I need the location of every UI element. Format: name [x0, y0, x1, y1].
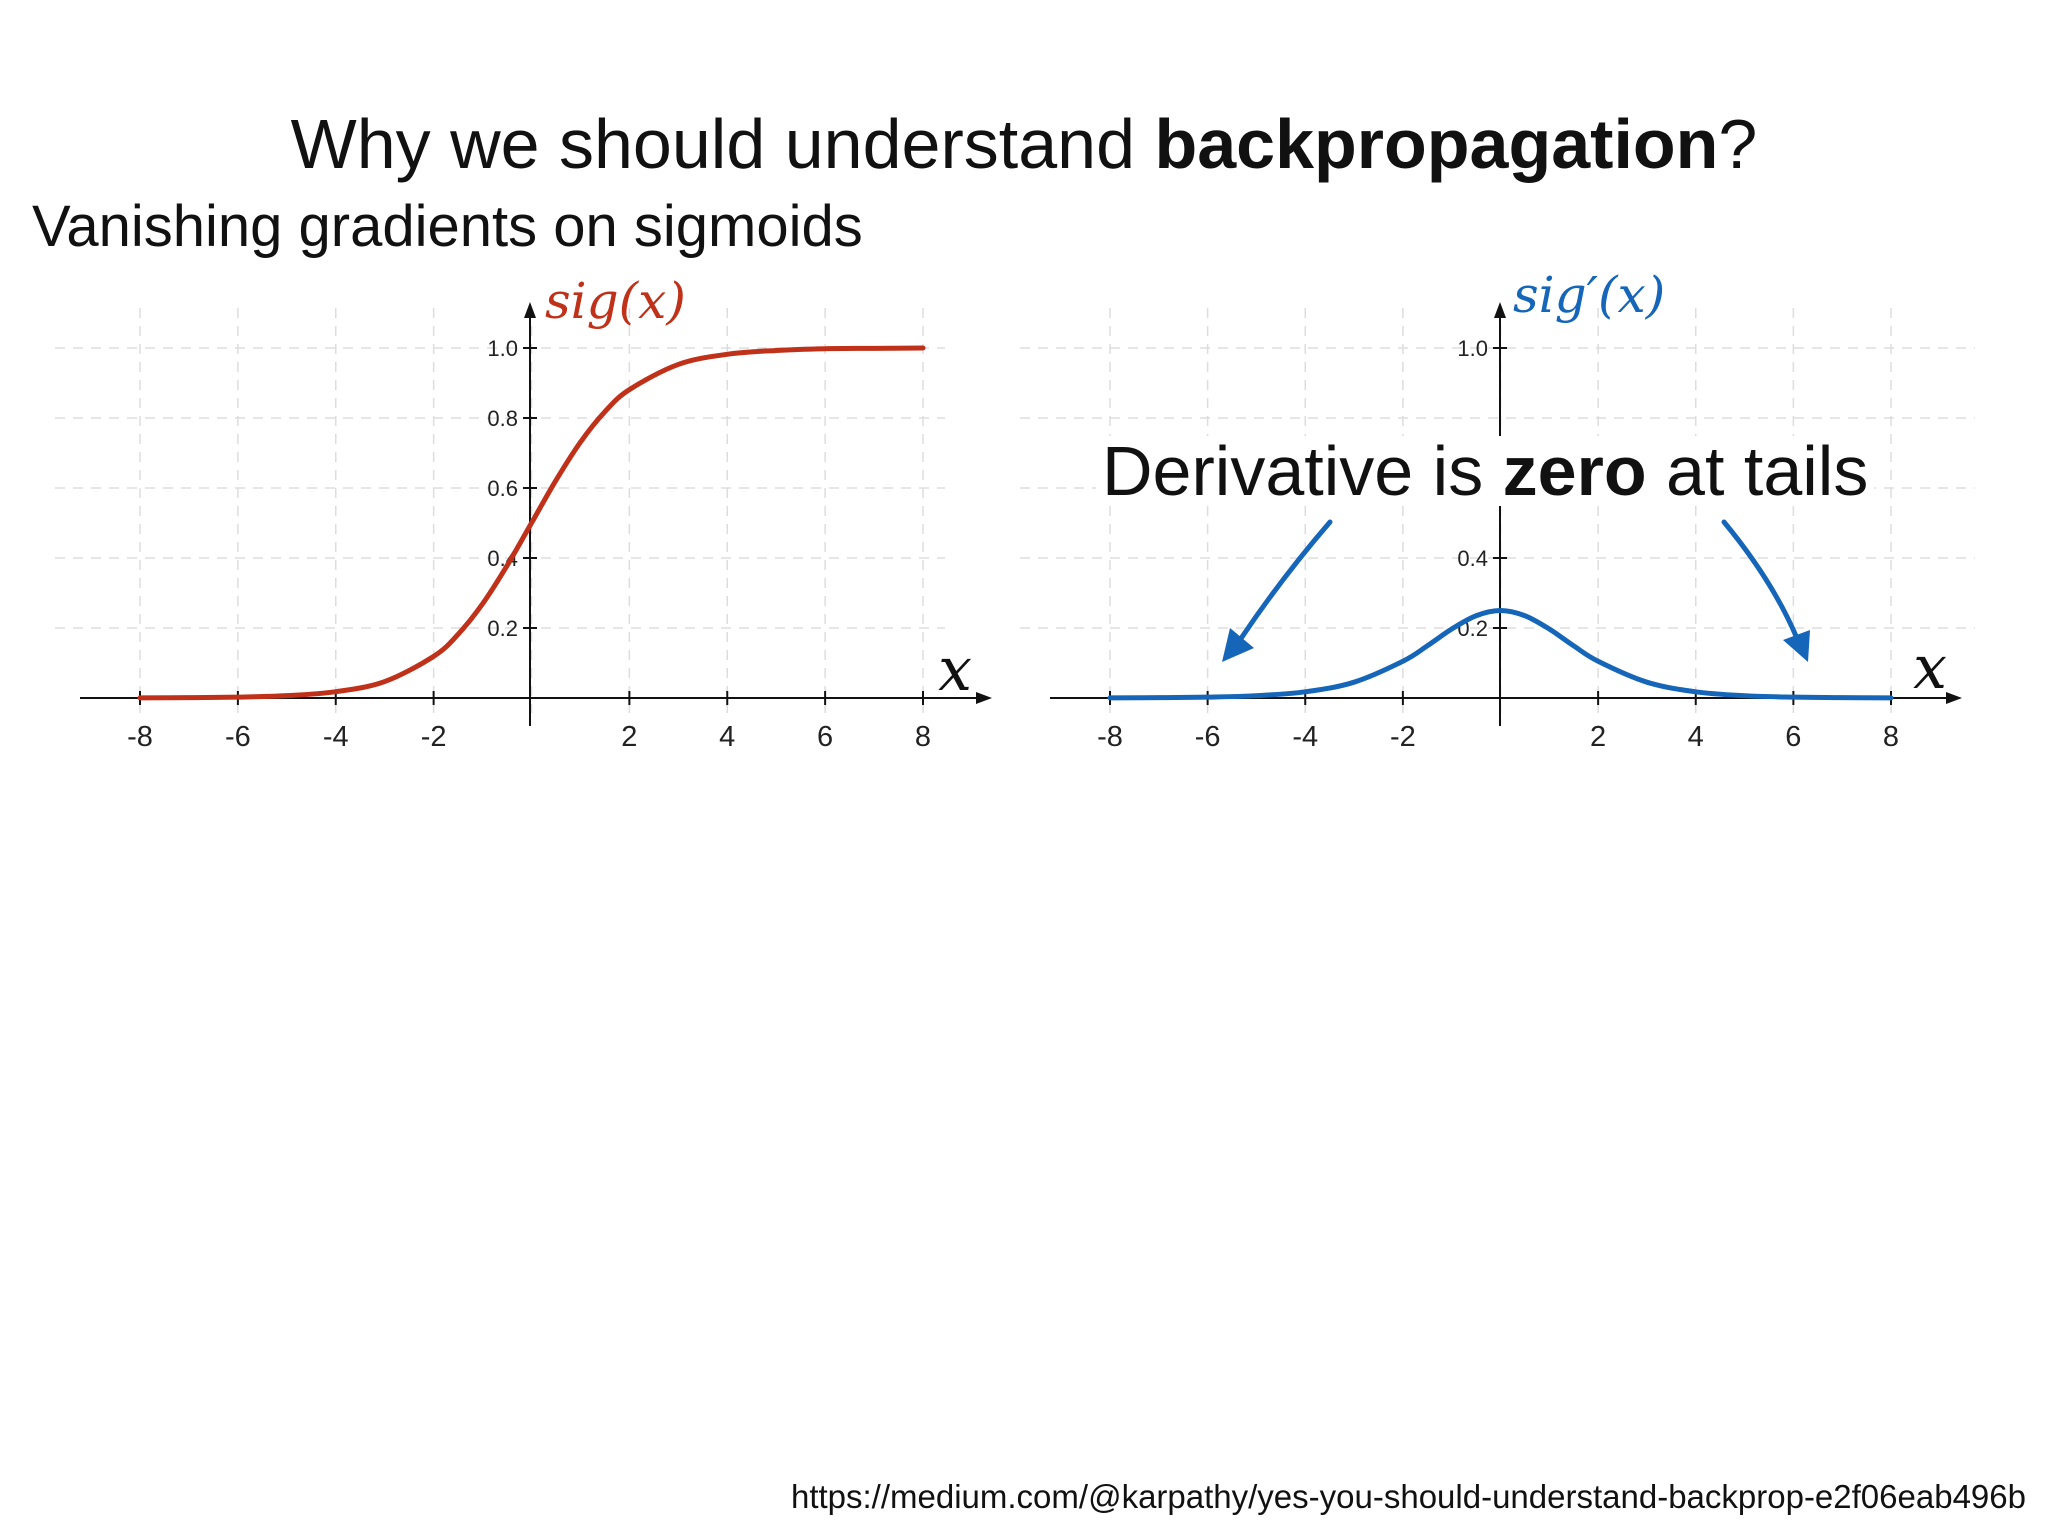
title-bold: backpropagation	[1154, 104, 1719, 183]
x-tick-label: -4	[1292, 721, 1318, 753]
chart-title: sig′(x)	[1513, 266, 1665, 324]
callout-text-before: Derivative is	[1102, 432, 1503, 510]
right-tail-arrow	[1721, 519, 1799, 639]
source-url: https://medium.com/@karpathy/yes-you-sho…	[790, 1478, 2026, 1515]
x-tick-label: -4	[323, 721, 349, 753]
x-axis-arrowhead	[976, 692, 992, 704]
slide-title: Why we should understand backpropagation…	[0, 109, 2048, 179]
y-tick-label: 0.2	[487, 616, 518, 641]
x-axis-label: x	[1913, 633, 1947, 703]
series-line	[137, 345, 926, 701]
y-tick-label: 1.0	[1457, 336, 1488, 361]
x-tick-label: 8	[915, 721, 931, 753]
x-tick-label: -6	[1195, 721, 1221, 753]
y-tick-label: 0.8	[487, 406, 518, 431]
series-line	[1107, 607, 1894, 701]
x-tick-label: 6	[1785, 721, 1801, 753]
y-tick-label: 1.0	[487, 336, 518, 361]
x-tick-label: 4	[719, 721, 735, 753]
title-plain: Why we should understand	[290, 104, 1155, 183]
left-tail-arrow	[1237, 519, 1333, 643]
callout-arrows	[1222, 519, 1810, 662]
x-tick-label: -2	[1390, 721, 1416, 753]
x-tick-label: 2	[621, 721, 637, 753]
x-tick-label: -8	[127, 721, 153, 753]
x-tick-label: 2	[1590, 721, 1606, 753]
x-tick-label: -2	[421, 721, 447, 753]
derivative-callout: Derivative is zero at tails	[1096, 436, 1875, 506]
y-axis-arrowhead	[1494, 302, 1506, 318]
x-axis-arrowhead	[1946, 692, 1962, 704]
slide-subtitle: Vanishing gradients on sigmoids	[32, 194, 863, 259]
callout-text-after: at tails	[1646, 432, 1869, 510]
y-axis-arrowhead	[524, 302, 536, 318]
left-tail-arrowhead	[1222, 628, 1254, 662]
y-tick-label: 0.4	[1457, 546, 1488, 571]
x-axis-label: x	[938, 635, 972, 705]
right-tail-arrowhead	[1783, 630, 1810, 662]
x-tick-label: 8	[1883, 721, 1899, 753]
x-tick-label: -8	[1097, 721, 1123, 753]
x-tick-label: 4	[1688, 721, 1704, 753]
x-tick-label: 6	[817, 721, 833, 753]
x-tick-label: -6	[225, 721, 251, 753]
title-end: ?	[1718, 104, 1758, 183]
y-tick-label: 0.6	[487, 476, 518, 501]
callout-text-bold: zero	[1502, 432, 1647, 510]
chart-title: sig(x)	[545, 272, 686, 330]
